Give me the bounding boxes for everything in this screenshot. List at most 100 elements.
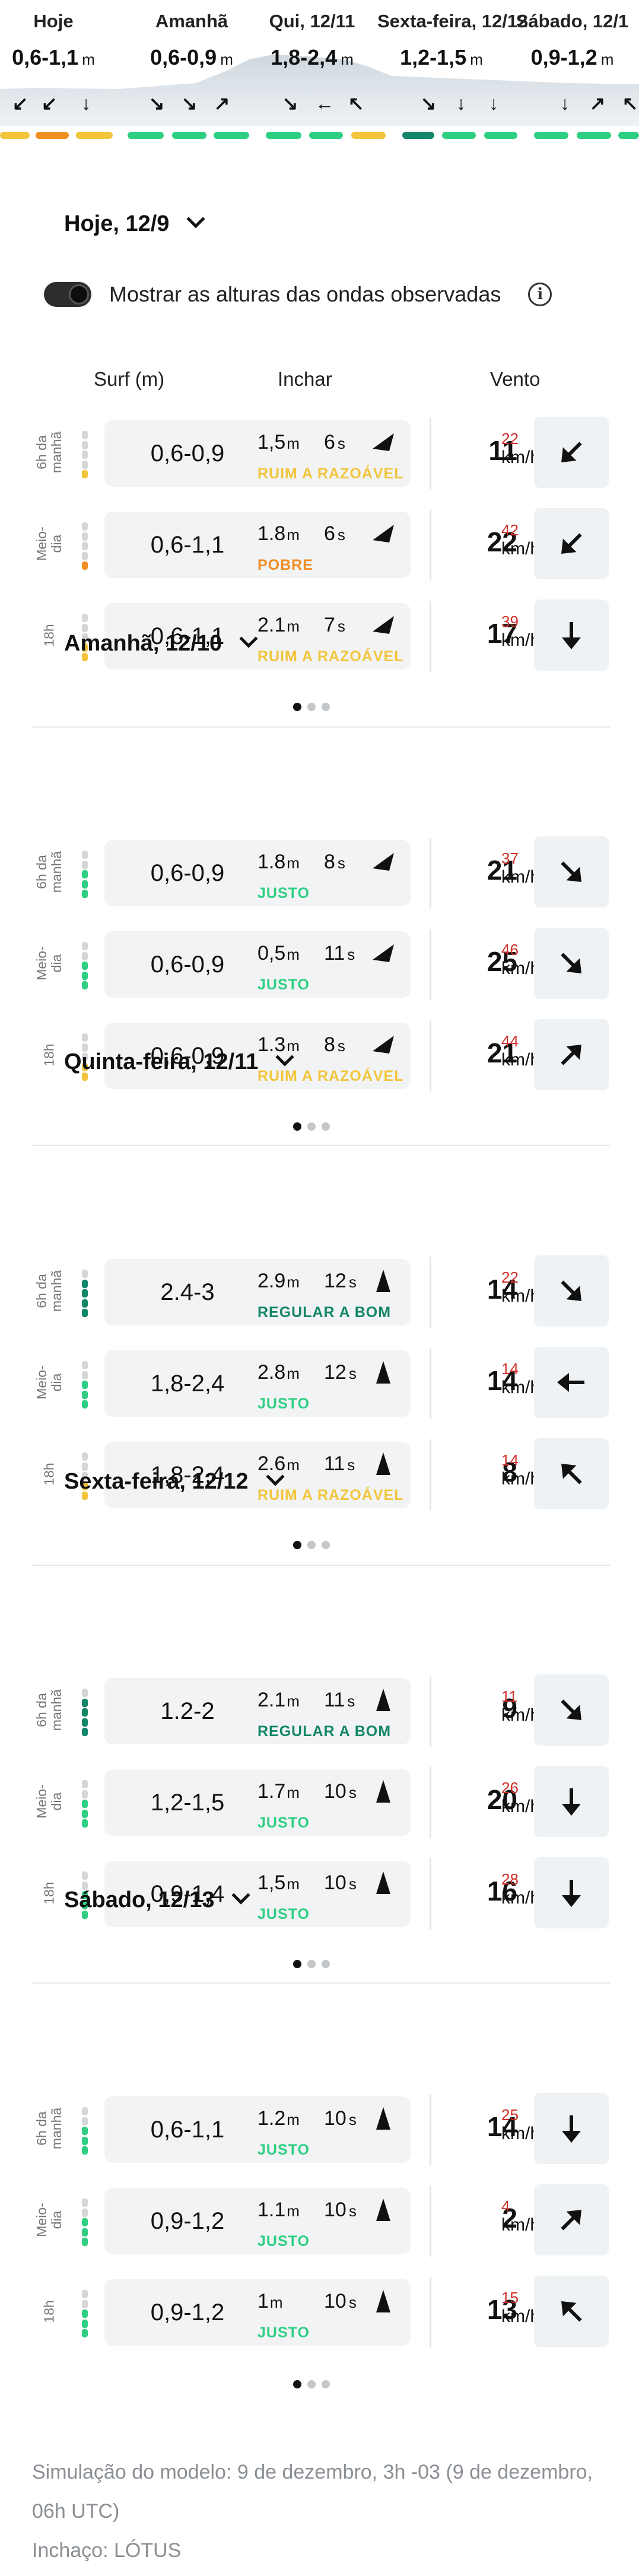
swell-period-unit: s bbox=[348, 1784, 357, 1801]
wind-direction-box[interactable] bbox=[534, 2093, 609, 2164]
strip-day-3[interactable]: Sexta-feira, 12/12 1,2-1,5 m bbox=[377, 11, 527, 70]
swell-box[interactable]: 2.8m 12 s JUSTO bbox=[240, 1350, 411, 1417]
wind-direction-box[interactable] bbox=[534, 836, 609, 908]
wind-direction-box[interactable] bbox=[534, 1674, 609, 1746]
forecast-row[interactable]: Meio-dia 0,6-0,9 0,5m 11 s JUSTO 25 46 km/h bbox=[32, 925, 610, 1001]
forecast-row[interactable]: 18h 1,8-2,4 2.6m 11 s RUIM A RAZOÁVEL 8 14 km/h bbox=[32, 1436, 610, 1512]
forecast-strip[interactable]: Hoje 0,6-1,1 m Amanhã 0,6-0,9 m Qui, 12/11 1,8-… bbox=[0, 0, 639, 142]
wind-speed-unit: km/h bbox=[501, 2124, 541, 2143]
forecast-row[interactable]: Meio-dia 1,2-1,5 1.7m 10 s JUSTO 20 26 km/h bbox=[32, 1763, 610, 1839]
swell-box[interactable]: 2.9m 12 s REGULAR A BOM bbox=[240, 1259, 411, 1325]
swell-rating: REGULAR A BOM bbox=[257, 1304, 392, 1321]
wind-speed-unit: km/h bbox=[501, 867, 541, 887]
swell-box[interactable]: 2.1m 7 s RUIM A RAZOÁVEL bbox=[240, 603, 411, 670]
info-icon[interactable]: i bbox=[528, 283, 552, 306]
forecast-row[interactable]: 6h da manhã 0,6-0,9 1,5m 6 s RUIM A RAZOÁVEL 1… bbox=[32, 414, 610, 490]
day-header[interactable]: Quinta-feira, 12/11 bbox=[64, 1048, 294, 1075]
wind-direction-box[interactable] bbox=[534, 1766, 609, 1837]
forecast-row[interactable]: 18h 0,9-1,4 1,5m 10 s JUSTO 16 28 km/h bbox=[32, 1855, 610, 1931]
day-header[interactable]: Amanhã, 12/10 bbox=[64, 629, 258, 656]
strip-range-unit: m bbox=[220, 50, 233, 68]
pagination-dot[interactable] bbox=[293, 703, 301, 711]
wind-direction-box[interactable] bbox=[534, 1857, 609, 1928]
day-header[interactable]: Sexta-feira, 12/12 bbox=[64, 1467, 285, 1495]
swell-box[interactable]: 1.1m 10 s JUSTO bbox=[240, 2188, 411, 2254]
swell-direction-icon bbox=[376, 1689, 390, 1711]
wind-direction-box[interactable] bbox=[534, 508, 609, 579]
pagination-dots[interactable] bbox=[293, 1122, 330, 1131]
wind-speed-value: 25 bbox=[487, 946, 517, 977]
swell-box[interactable]: 0,5m 11 s JUSTO bbox=[240, 931, 411, 998]
swell-period: 11 s bbox=[324, 1452, 355, 1476]
rating-bar-segment bbox=[82, 623, 88, 632]
wind-direction-box[interactable] bbox=[534, 1019, 609, 1090]
pagination-dot[interactable] bbox=[322, 1122, 330, 1131]
pagination-dot[interactable] bbox=[307, 1960, 316, 1968]
day-header-today[interactable]: Hoje, 12/9 bbox=[64, 210, 205, 237]
swell-box[interactable]: 1,5m 6 s RUIM A RAZOÁVEL bbox=[240, 420, 411, 487]
strip-day-1[interactable]: Amanhã 0,6-0,9 m bbox=[128, 11, 256, 70]
rating-bar-segment bbox=[82, 2290, 88, 2298]
rating-bar-segment bbox=[82, 1361, 88, 1369]
observed-heights-toggle[interactable] bbox=[44, 282, 91, 307]
pagination-dot[interactable] bbox=[293, 1960, 301, 1968]
swell-box[interactable]: 1m 10 s JUSTO bbox=[240, 2279, 411, 2346]
day-header[interactable]: Sábado, 12/13 bbox=[64, 1886, 251, 1913]
wind-direction-box[interactable] bbox=[534, 1438, 609, 1509]
rating-bar-segment bbox=[82, 2218, 88, 2226]
pagination-dot[interactable] bbox=[293, 2380, 301, 2388]
pagination-dot[interactable] bbox=[307, 1541, 316, 1549]
strip-day-2[interactable]: Qui, 12/11 1,8-2,4 m bbox=[248, 11, 376, 70]
strip-day-0[interactable]: Hoje 0,6-1,1 m bbox=[0, 11, 107, 70]
swell-height-value: 0,5 bbox=[257, 942, 286, 965]
wind-direction-box[interactable] bbox=[534, 599, 609, 671]
forecast-row[interactable]: Meio-dia 1,8-2,4 2.8m 12 s JUSTO 14 14 km/h bbox=[32, 1344, 610, 1420]
forecast-row[interactable]: 6h da manhã 0,6-1,1 1.2m 10 s JUSTO 14 25 km/h bbox=[32, 2090, 610, 2166]
pagination-dot[interactable] bbox=[307, 2380, 316, 2388]
wind-direction-box[interactable] bbox=[534, 1255, 609, 1327]
pagination-dot[interactable] bbox=[322, 1541, 330, 1549]
swell-box[interactable]: 1.8m 8 s JUSTO bbox=[240, 840, 411, 906]
swell-height-unit: m bbox=[287, 854, 300, 872]
forecast-row[interactable]: 6h da manhã 0,6-0,9 1.8m 8 s JUSTO 21 37 km/h bbox=[32, 834, 610, 910]
wind-direction-box[interactable] bbox=[534, 2184, 609, 2255]
swell-box[interactable]: 1.8m 6 s POBRE bbox=[240, 512, 411, 578]
wind-direction-box[interactable] bbox=[534, 2276, 609, 2347]
rating-bar-segment bbox=[82, 880, 88, 889]
rating-bar-segment bbox=[82, 1780, 88, 1788]
surf-rating-bars bbox=[82, 1780, 88, 1828]
swell-box[interactable]: 2.1m 11 s REGULAR A BOM bbox=[240, 1678, 411, 1744]
swell-height: 2.8m bbox=[257, 1361, 300, 1384]
pagination-dot[interactable] bbox=[293, 1122, 301, 1131]
pagination-dot[interactable] bbox=[307, 1122, 316, 1131]
forecast-row[interactable]: 6h da manhã 1.2-2 2.1m 11 s REGULAR A BOM 9 11 k… bbox=[32, 1672, 610, 1748]
pagination-dots[interactable] bbox=[293, 1541, 330, 1549]
forecast-row[interactable]: 18h 0,6-0,9 1.3m 8 s RUIM A RAZOÁVEL 21 44 km/h bbox=[32, 1017, 610, 1093]
forecast-row[interactable]: 6h da manhã 2.4-3 2.9m 12 s REGULAR A BOM 14 22… bbox=[32, 1253, 610, 1329]
swell-box[interactable]: 2.6m 11 s RUIM A RAZOÁVEL bbox=[240, 1442, 411, 1508]
pagination-dot[interactable] bbox=[322, 1960, 330, 1968]
forecast-row[interactable]: Meio-dia 0,6-1,1 1.8m 6 s POBRE 22 42 km/h bbox=[32, 506, 610, 582]
forecast-row[interactable]: 18h 0,9-1,2 1m 10 s JUSTO 13 15 km/h bbox=[32, 2273, 610, 2349]
swell-box[interactable]: 1.3m 8 s RUIM A RAZOÁVEL bbox=[240, 1023, 411, 1089]
pagination-dots[interactable] bbox=[293, 703, 330, 711]
swell-height-unit: m bbox=[287, 1365, 300, 1382]
pagination-dot[interactable] bbox=[322, 703, 330, 711]
swell-rating: REGULAR A BOM bbox=[257, 1723, 392, 1740]
swell-box[interactable]: 1,5m 10 s JUSTO bbox=[240, 1861, 411, 1927]
rating-bar-segment bbox=[82, 1819, 88, 1828]
swell-box[interactable]: 1.7m 10 s JUSTO bbox=[240, 1769, 411, 1836]
pagination-dots[interactable] bbox=[293, 1960, 330, 1968]
forecast-row[interactable]: 18h 0,6-1,1 2.1m 7 s RUIM A RAZOÁVEL 17 39 km/h bbox=[32, 597, 610, 673]
wind-speed-value: 17 bbox=[487, 618, 517, 649]
pagination-dots[interactable] bbox=[293, 2380, 330, 2388]
forecast-row[interactable]: Meio-dia 0,9-1,2 1.1m 10 s JUSTO 2 4 km/h bbox=[32, 2182, 610, 2258]
wind-direction-box[interactable] bbox=[534, 417, 609, 488]
wind-direction-box[interactable] bbox=[534, 1347, 609, 1418]
pagination-dot[interactable] bbox=[293, 1541, 301, 1549]
pagination-dot[interactable] bbox=[322, 2380, 330, 2388]
strip-day-4[interactable]: Sábado, 12/1 0,9-1,2 m bbox=[506, 11, 639, 70]
pagination-dot[interactable] bbox=[307, 703, 316, 711]
swell-box[interactable]: 1.2m 10 s JUSTO bbox=[240, 2096, 411, 2163]
wind-direction-box[interactable] bbox=[534, 928, 609, 999]
